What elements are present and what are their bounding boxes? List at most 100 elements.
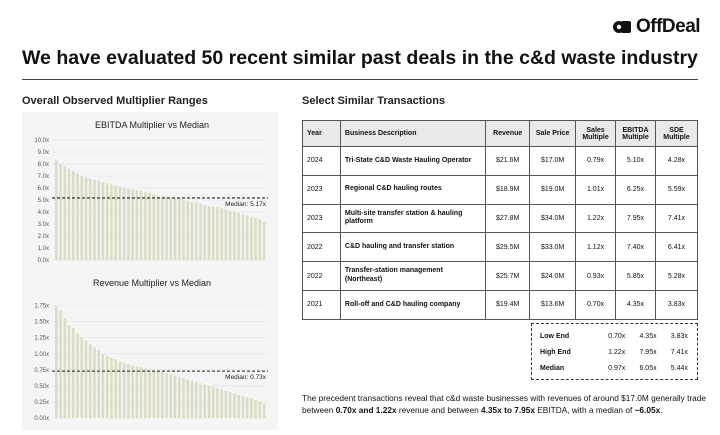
bar [63, 318, 67, 418]
bar [245, 215, 249, 260]
y-tick-label: 0.25x [34, 400, 49, 406]
bar [186, 201, 190, 260]
bar [254, 218, 257, 260]
bar [199, 203, 202, 260]
col-ebitda-multiple: EBITDA Multiple [615, 120, 656, 147]
bar [182, 200, 185, 260]
summary-label: High End [540, 348, 571, 356]
cell-year: 2022 [302, 261, 341, 291]
bar [207, 385, 211, 418]
summary-sales: 0.70x [608, 332, 626, 340]
charts-panel: EBITDA Multiplier vs Median 0.0x 1.0x 2.0x 3… [22, 112, 278, 430]
bar [254, 400, 257, 418]
bar [258, 401, 262, 418]
bar [190, 201, 194, 260]
y-tick-label: 8.0x [38, 162, 49, 168]
bar [173, 197, 177, 260]
bar [228, 210, 232, 260]
bar [203, 204, 207, 260]
bar [152, 370, 156, 418]
y-tick-label: 6.0x [38, 186, 49, 192]
bar [59, 310, 62, 418]
bar [224, 391, 228, 418]
cell-sale-price: $19.0M [529, 174, 577, 205]
right-section-heading: Select Similar Transactions [302, 95, 446, 107]
bar [139, 191, 143, 260]
bar [186, 379, 190, 418]
bar [258, 219, 262, 260]
bar [216, 207, 219, 260]
bar [118, 186, 122, 260]
summary-label: Median [540, 364, 565, 372]
bar [262, 403, 266, 418]
bar [156, 195, 160, 260]
cell-sales-multiple: 0.93x [575, 261, 617, 291]
y-tick-label: 4.0x [38, 210, 49, 216]
cell-sde-multiple: 6.41x [654, 232, 699, 263]
table-row: 2022 C&D hauling and transfer station $2… [302, 232, 699, 263]
left-section-heading: Overall Observed Multiplier Ranges [22, 95, 208, 107]
cell-ebitda-multiple: 4.35x [615, 289, 656, 320]
summary-sales: 1.22x [608, 348, 626, 356]
bar [135, 190, 139, 260]
cell-ebitda-multiple: 5.10x [615, 146, 656, 176]
bar [161, 371, 164, 418]
bar [127, 189, 130, 260]
y-tick-label: 1.75x [34, 304, 49, 310]
bar [169, 197, 173, 260]
revenue-multiplier-chart: Revenue Multiplier vs Median 0.00x 0.25x 0.… [34, 278, 268, 422]
cell-year: 2023 [302, 203, 341, 234]
bar [250, 216, 253, 260]
bar [169, 374, 173, 418]
summary-row-high: High End 1.22x 7.95x 7.41x [534, 344, 695, 360]
bar [250, 398, 253, 418]
bar [63, 166, 67, 260]
cell-sale-price: $13.6M [529, 289, 577, 320]
offdeal-logo-icon [613, 21, 631, 33]
table-header-row: Year Business Description Revenue Sale P… [302, 120, 699, 147]
bar [144, 191, 147, 260]
bar [110, 184, 113, 260]
bar [93, 179, 96, 260]
y-tick-label: 0.00x [34, 416, 49, 422]
cell-revenue: $21.6M [485, 146, 531, 176]
chart-title: EBITDA Multiplier vs Median [95, 120, 209, 130]
bar [152, 194, 156, 260]
bar [88, 178, 92, 260]
col-sde-multiple: SDE Multiple [654, 120, 699, 147]
bar [71, 171, 75, 260]
brand-logo: OffDeal [612, 16, 701, 38]
y-tick-label: 5.0x [38, 198, 49, 204]
bar [118, 361, 122, 418]
bar [67, 168, 71, 260]
bar [144, 368, 147, 418]
chart-title: Revenue Multiplier vs Median [93, 278, 211, 288]
bar [105, 355, 109, 418]
bar [97, 180, 101, 260]
y-tick-label: 9.0x [38, 150, 49, 156]
bar [177, 376, 181, 418]
bar [177, 198, 181, 260]
bar [105, 183, 109, 260]
col-revenue: Revenue [485, 120, 531, 147]
y-tick-label: 1.25x [34, 336, 49, 342]
bar [76, 173, 79, 260]
cell-sale-price: $17.0M [529, 146, 577, 176]
bar [194, 202, 198, 260]
cell-sales-multiple: 0.79x [575, 146, 617, 176]
bar [59, 164, 62, 260]
bar [139, 367, 143, 418]
footnote: The precedent transactions reveal that c… [302, 393, 707, 415]
ebitda-multiplier-chart: EBITDA Multiplier vs Median 0.0x 1.0x 2.0x 3… [34, 120, 268, 264]
bar [110, 357, 113, 418]
cell-revenue: $25.7M [485, 261, 531, 291]
bar [161, 196, 164, 260]
cell-ebitda-multiple: 7.95x [615, 203, 656, 234]
bar [148, 192, 151, 260]
bar [220, 389, 223, 418]
median-label: Median: 0.73x [225, 374, 267, 381]
cell-sales-multiple: 1.22x [575, 203, 617, 234]
cell-sales-multiple: 1.12x [575, 232, 617, 263]
cell-revenue: $27.8M [485, 203, 531, 234]
bar [237, 394, 240, 418]
